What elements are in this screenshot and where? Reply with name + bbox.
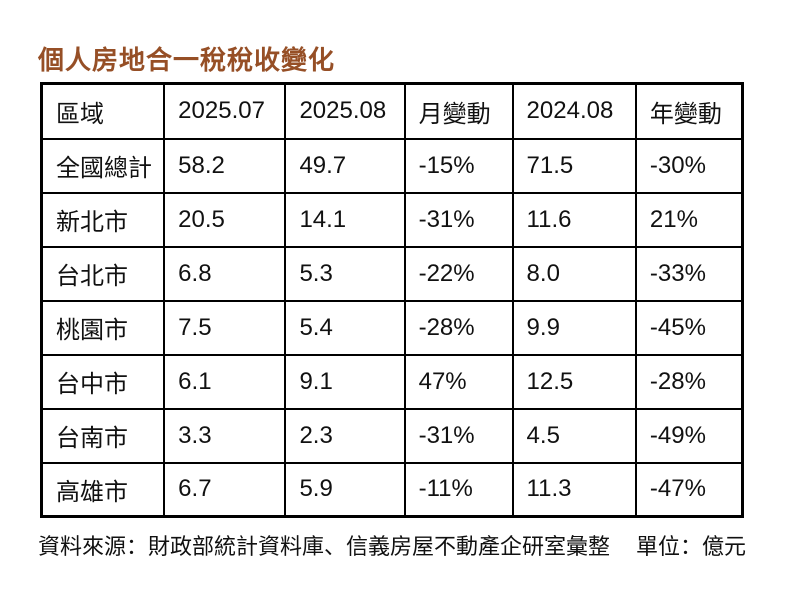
region-cell: 台中市 [40, 353, 166, 410]
value-cell: -31% [403, 407, 514, 464]
region-cell: 全國總計 [40, 137, 166, 194]
value-cell: -31% [403, 191, 514, 248]
column-header-5: 年變動 [634, 82, 744, 140]
value-cell: -45% [634, 299, 744, 356]
value-cell: 20.5 [163, 191, 287, 248]
value-cell: 47% [403, 353, 514, 410]
footer-note: 資料來源：財政部統計資料庫、信義房屋不動產企研室彙整 單位：億元 [38, 529, 746, 561]
column-header-3: 月變動 [403, 82, 514, 140]
region-cell: 台南市 [40, 407, 166, 464]
table-header-row: 區域 2025.07 2025.08 月變動 2024.08 年變動 [40, 82, 744, 140]
value-cell: -33% [634, 245, 744, 302]
value-cell: 9.9 [511, 299, 637, 356]
value-cell: 7.5 [163, 299, 287, 356]
value-cell: -22% [403, 245, 514, 302]
value-cell: 4.5 [511, 407, 637, 464]
table-row: 台中市 6.1 9.1 47% 12.5 -28% [40, 353, 744, 410]
value-cell: 2.3 [284, 407, 406, 464]
page-title: 個人房地合一稅稅收變化 [38, 45, 336, 75]
value-cell: 8.0 [511, 245, 637, 302]
value-cell: -15% [403, 137, 514, 194]
region-cell: 台北市 [40, 245, 166, 302]
value-cell: 14.1 [284, 191, 406, 248]
region-cell: 高雄市 [40, 461, 166, 518]
source-label: 資料來源：財政部統計資料庫、信義房屋不動產企研室彙整 [38, 534, 611, 559]
table-row: 台南市 3.3 2.3 -31% 4.5 -49% [40, 407, 744, 464]
tax-revenue-table: 區域 2025.07 2025.08 月變動 2024.08 年變動 全國總計 58.2 49… [40, 82, 744, 518]
value-cell: 6.7 [163, 461, 287, 518]
value-cell: -30% [634, 137, 744, 194]
value-cell: 3.3 [163, 407, 287, 464]
value-cell: 49.7 [284, 137, 406, 194]
value-cell: 58.2 [163, 137, 287, 194]
value-cell: 5.3 [284, 245, 406, 302]
value-cell: 6.1 [163, 353, 287, 410]
value-cell: -28% [403, 299, 514, 356]
column-header-2: 2025.08 [284, 82, 406, 140]
table-row: 台北市 6.8 5.3 -22% 8.0 -33% [40, 245, 744, 302]
value-cell: 6.8 [163, 245, 287, 302]
value-cell: 12.5 [511, 353, 637, 410]
column-header-4: 2024.08 [511, 82, 637, 140]
table-body: 全國總計 58.2 49.7 -15% 71.5 -30% 新北市 20.5 14.1 -31% 1… [40, 137, 744, 518]
value-cell: -11% [403, 461, 514, 518]
value-cell: -28% [634, 353, 744, 410]
value-cell: 11.3 [511, 461, 637, 518]
value-cell: 71.5 [511, 137, 637, 194]
column-header-0: 區域 [40, 82, 166, 140]
table-row: 桃園市 7.5 5.4 -28% 9.9 -45% [40, 299, 744, 356]
value-cell: 11.6 [511, 191, 637, 248]
value-cell: -47% [634, 461, 744, 518]
value-cell: -49% [634, 407, 744, 464]
table-row: 新北市 20.5 14.1 -31% 11.6 21% [40, 191, 744, 248]
value-cell: 9.1 [284, 353, 406, 410]
table-row: 高雄市 6.7 5.9 -11% 11.3 -47% [40, 461, 744, 518]
value-cell: 5.4 [284, 299, 406, 356]
value-cell: 21% [634, 191, 744, 248]
table-row: 全國總計 58.2 49.7 -15% 71.5 -30% [40, 137, 744, 194]
value-cell: 5.9 [284, 461, 406, 518]
unit-label: 單位：億元 [636, 534, 747, 559]
region-cell: 新北市 [40, 191, 166, 248]
column-header-1: 2025.07 [163, 82, 287, 140]
region-cell: 桃園市 [40, 299, 166, 356]
